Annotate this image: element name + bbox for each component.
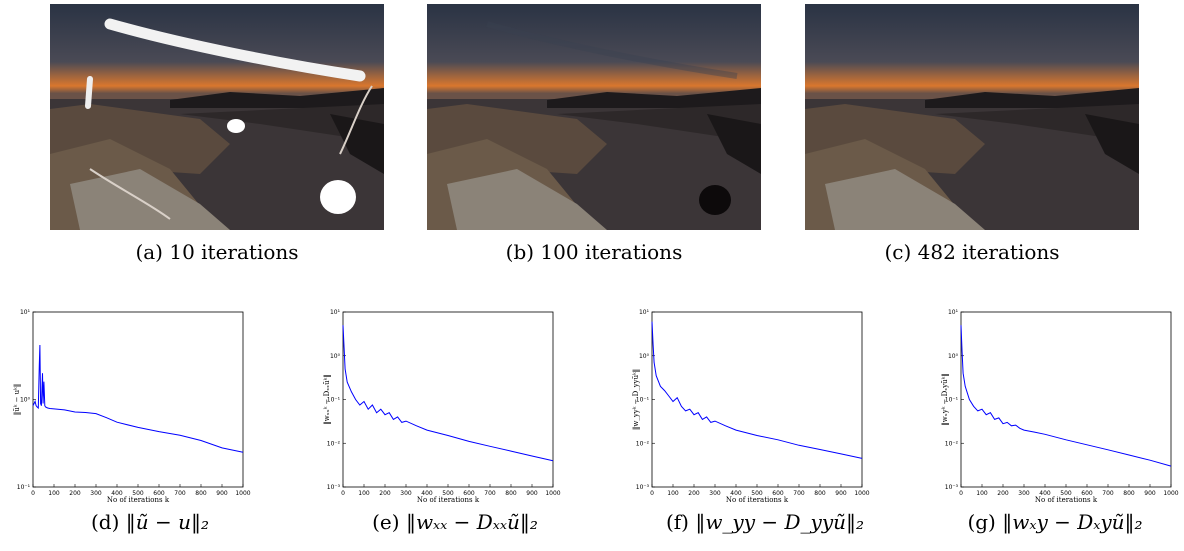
x-tick-label: 400: [111, 490, 123, 497]
x-axis-label: No of iterations k: [417, 496, 480, 504]
x-tick-label: 300: [400, 490, 412, 497]
x-tick-label: 100: [358, 490, 370, 497]
x-axis-label: No of iterations k: [726, 496, 789, 504]
caption-e: (e) ‖wₓₓ − Dₓₓũ‖₂: [372, 510, 538, 534]
y-tick-label: 10⁻¹: [945, 397, 959, 404]
x-axis-label: No of iterations k: [107, 496, 170, 504]
x-tick-label: 200: [688, 490, 700, 497]
x-tick-label: 700: [174, 490, 186, 497]
plot-e: 0 100 200 300 400 500 600 700 800 900 1000 10⁻³ 10⁻²…: [318, 308, 561, 508]
y-tick-label: 10⁻³: [945, 484, 959, 491]
x-axis-label: No of iterations k: [1035, 496, 1098, 504]
plot-d: 0 100 200 300 400 500 600 700 800 900 1000 10⁻¹ 10⁰ 1…: [8, 308, 251, 508]
x-tick-label: 900: [526, 490, 538, 497]
plot-frame: [651, 311, 863, 488]
x-tick-label: 800: [505, 490, 517, 497]
x-tick-label: 1000: [1163, 490, 1178, 497]
x-tick-label: 100: [667, 490, 679, 497]
x-tick-label: 0: [959, 490, 963, 497]
y-tick-label: 10⁰: [20, 397, 31, 404]
y-tick-label: 10⁰: [948, 353, 959, 360]
x-tick-label: 800: [814, 490, 826, 497]
y-axis-label: ‖ũᵏ − uᵏ‖: [13, 384, 21, 415]
y-tick-label: 10⁻³: [327, 484, 341, 491]
x-tick-label: 0: [650, 490, 654, 497]
y-axis-label: ‖w_yyᵏ − D_yyũᵏ‖: [632, 369, 640, 430]
caption-c: (c) 482 iterations: [884, 240, 1060, 264]
x-tick-label: 800: [195, 490, 207, 497]
x-tick-label: 300: [709, 490, 721, 497]
y-tick-label: 10⁰: [639, 353, 650, 360]
y-tick-label: 10⁻¹: [327, 397, 341, 404]
y-tick-label: 10⁻²: [327, 440, 341, 447]
x-tick-label: 500: [751, 490, 763, 497]
y-tick-label: 10¹: [330, 309, 341, 316]
photo-10-iterations: [50, 4, 384, 230]
x-tick-label: 0: [341, 490, 345, 497]
plot-f: 0 100 200 300 400 500 600 700 800 900 1000 10⁻³ 10⁻²…: [627, 308, 870, 508]
x-tick-label: 1000: [854, 490, 869, 497]
y-tick-label: 10⁻¹: [636, 397, 650, 404]
y-tick-label: 10⁻³: [636, 484, 650, 491]
x-tick-label: 200: [69, 490, 81, 497]
photo-482-iterations: [805, 4, 1139, 230]
x-tick-label: 900: [835, 490, 847, 497]
x-tick-label: 700: [484, 490, 496, 497]
x-tick-label: 200: [997, 490, 1009, 497]
plot-frame: [960, 311, 1172, 488]
caption-a: (a) 10 iterations: [135, 240, 299, 264]
y-axis-label: ‖wₓyᵏ − Dₓyũᵏ‖: [941, 373, 949, 425]
x-tick-label: 700: [1102, 490, 1114, 497]
y-tick-label: 10⁰: [330, 353, 341, 360]
x-tick-label: 1000: [235, 490, 250, 497]
x-tick-label: 500: [132, 490, 144, 497]
caption-d: (d) ‖ũ − u‖₂: [90, 510, 210, 534]
y-tick-label: 10¹: [20, 309, 31, 316]
plot-frame: [32, 311, 244, 488]
plot-frame: [342, 311, 554, 488]
x-tick-label: 1000: [545, 490, 560, 497]
y-axis-label: ‖wₓₓᵏ − Dₓₓũᵏ‖: [323, 374, 331, 424]
y-tick-label: 10⁻¹: [17, 484, 31, 491]
x-tick-label: 100: [976, 490, 988, 497]
y-tick-label: 10⁻²: [945, 440, 959, 447]
x-tick-label: 600: [463, 490, 475, 497]
series-line: [960, 325, 1172, 467]
x-tick-label: 400: [421, 490, 433, 497]
x-tick-label: 900: [216, 490, 228, 497]
x-tick-label: 200: [379, 490, 391, 497]
x-tick-label: 400: [1039, 490, 1051, 497]
y-tick-label: 10⁻²: [636, 440, 650, 447]
caption-b: (b) 100 iterations: [505, 240, 683, 264]
x-tick-label: 100: [48, 490, 60, 497]
caption-f: (f) ‖w_yy − D_yyũ‖₂: [665, 510, 865, 534]
plot-g: 0 100 200 300 400 500 600 700 800 900 1000 10⁻³ 10⁻²…: [936, 308, 1179, 508]
x-tick-label: 800: [1123, 490, 1135, 497]
x-tick-label: 600: [153, 490, 165, 497]
x-tick-label: 300: [90, 490, 102, 497]
series-line: [342, 325, 554, 462]
x-tick-label: 600: [772, 490, 784, 497]
x-tick-label: 0: [31, 490, 35, 497]
x-tick-label: 300: [1018, 490, 1030, 497]
x-tick-label: 900: [1144, 490, 1156, 497]
series-line: [32, 344, 244, 453]
photo-100-iterations: [427, 4, 761, 230]
x-tick-label: 500: [1060, 490, 1072, 497]
x-tick-label: 700: [793, 490, 805, 497]
x-tick-label: 600: [1081, 490, 1093, 497]
x-tick-label: 400: [730, 490, 742, 497]
x-tick-label: 500: [442, 490, 454, 497]
y-tick-label: 10¹: [639, 309, 650, 316]
caption-g: (g) ‖wₓy − Dₓyũ‖₂: [967, 510, 1143, 534]
series-line: [651, 321, 863, 459]
y-tick-label: 10¹: [948, 309, 959, 316]
